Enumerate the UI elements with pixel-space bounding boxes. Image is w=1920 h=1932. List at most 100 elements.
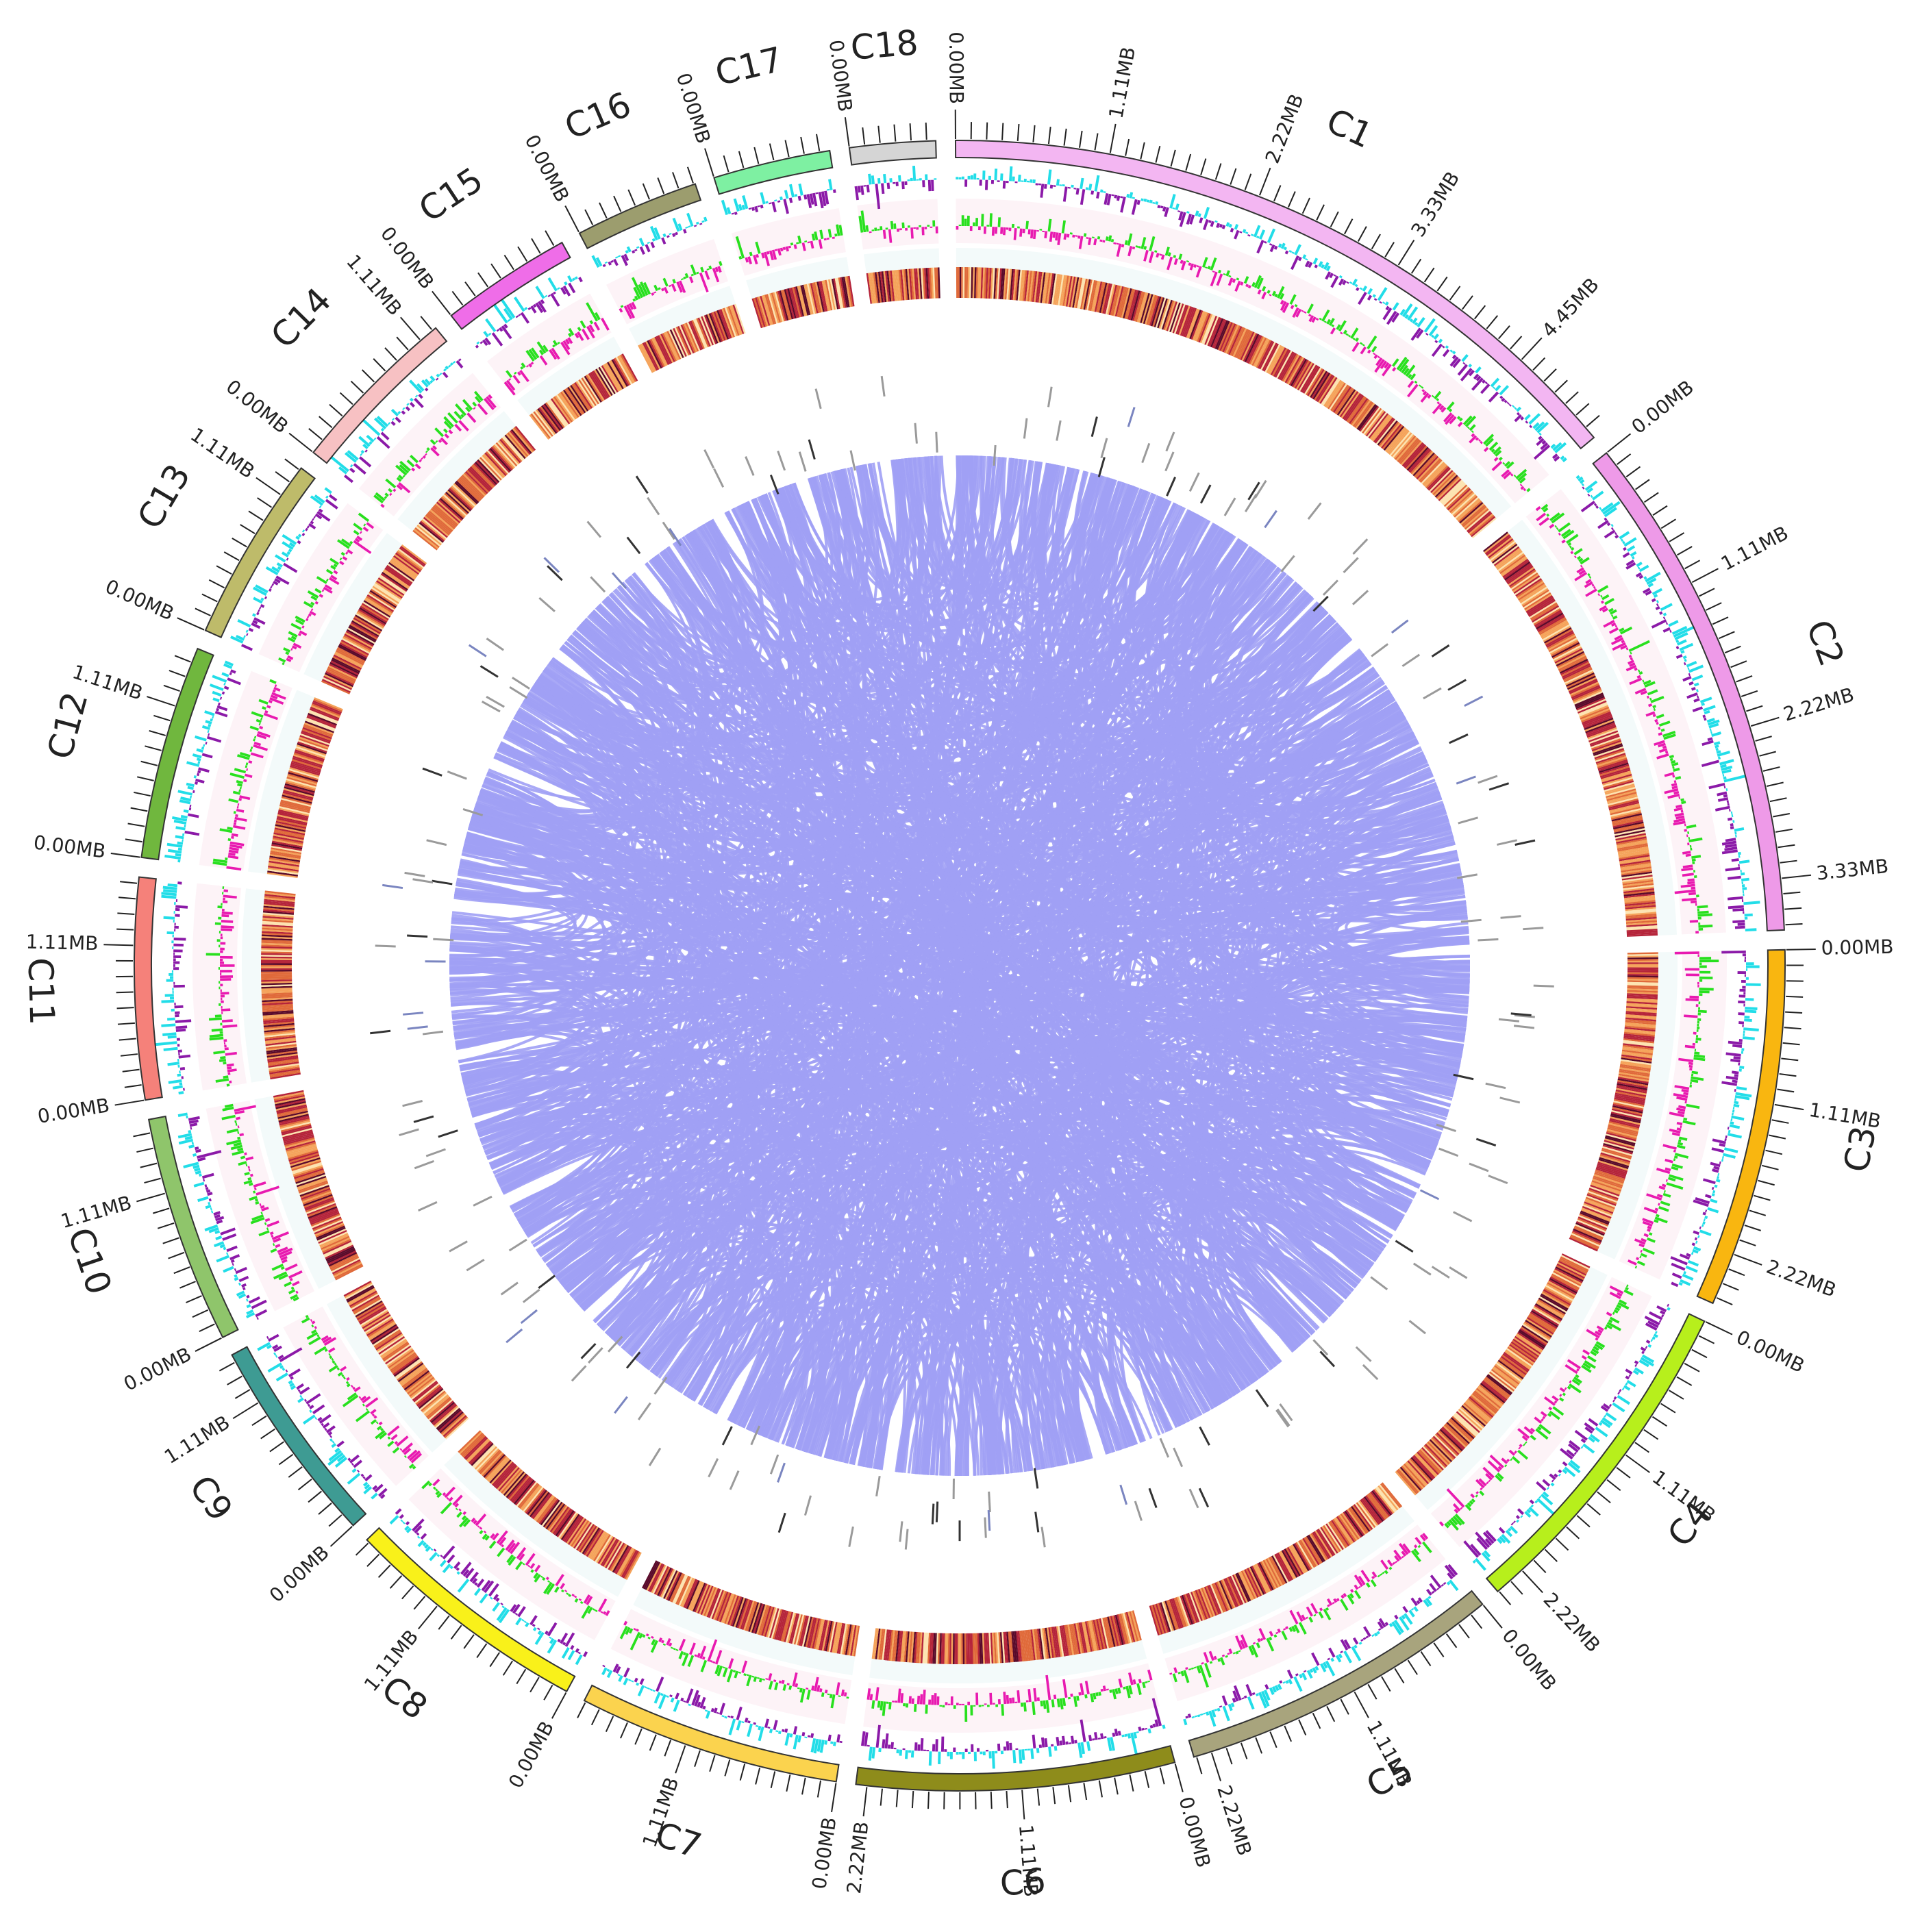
heatmap-cell	[1625, 916, 1657, 921]
heatmap-cell	[1062, 1624, 1069, 1656]
heatmap-cell	[277, 816, 308, 825]
heatmap-cell	[1112, 285, 1121, 316]
link-curve	[841, 468, 1410, 777]
heatmap-cell	[1537, 1299, 1565, 1316]
heatmap-cell	[334, 651, 364, 667]
heatmap-cell	[1117, 286, 1126, 317]
heatmap-cell	[430, 1401, 456, 1423]
heatmap-cell	[1445, 486, 1469, 508]
heatmap-cell	[1315, 374, 1334, 402]
heatmap-cell	[874, 272, 880, 303]
background-band-C16	[606, 239, 728, 325]
heatmap-cell	[1626, 930, 1658, 934]
heatmap-cell	[1604, 781, 1634, 792]
gc-content-bar	[1173, 258, 1178, 266]
gc-content-bar	[1652, 705, 1657, 709]
heatmap-cell	[511, 1477, 532, 1503]
heatmap-cell	[1618, 851, 1649, 858]
gc-content-bar	[962, 1703, 964, 1705]
gc-content-bar	[895, 1701, 898, 1703]
heatmap-cell	[851, 1625, 858, 1657]
gc-content-bar	[1517, 473, 1528, 482]
gc-content-bar	[1697, 1020, 1700, 1024]
gc-content-bar	[967, 215, 970, 227]
heatmap-cell	[1041, 1628, 1047, 1659]
heatmap-cell	[296, 1175, 327, 1188]
heatmap-cell	[269, 1064, 300, 1071]
gc-content-bar	[1052, 231, 1056, 238]
gc-content-bar	[1159, 253, 1162, 256]
heatmap-cell	[984, 1633, 987, 1664]
heatmap-cell	[277, 1110, 308, 1119]
heatmap-cell	[1118, 1614, 1127, 1644]
heatmap-cell	[1207, 316, 1221, 347]
heatmap-cell	[1572, 688, 1601, 702]
heatmap-cell	[395, 552, 421, 573]
heatmap-cell	[1608, 800, 1639, 810]
heatmap-cell	[1627, 972, 1658, 975]
heatmap-cell	[1266, 344, 1282, 373]
heatmap-cell	[1338, 390, 1358, 417]
heatmap-cell	[409, 1377, 435, 1397]
gc-content-bar	[1093, 238, 1097, 246]
heatmap-cell	[556, 394, 575, 421]
heatmap-cell	[286, 1142, 316, 1152]
heatmap-cell	[582, 376, 601, 404]
heatmap-cell	[717, 1592, 730, 1622]
feature-mark	[520, 1309, 538, 1325]
gc-content-bar	[906, 1703, 909, 1708]
heatmap-cell	[653, 337, 669, 366]
heatmap-cell	[1123, 1612, 1132, 1644]
heatmap-cell	[1626, 933, 1658, 937]
heatmap-cell	[1552, 1272, 1581, 1288]
heatmap-cell	[1152, 1604, 1163, 1635]
heatmap-cell	[1258, 1561, 1274, 1591]
heatmap-cell	[1626, 927, 1658, 931]
heatmap-cell	[1597, 757, 1628, 768]
heatmap-cell	[668, 329, 683, 359]
gc-content-bar	[1673, 820, 1686, 826]
gc-content-bar	[1078, 236, 1084, 249]
heatmap-cell	[370, 588, 398, 607]
heatmap-cell	[764, 294, 775, 325]
heatmap-cell	[779, 290, 789, 321]
heatmap-cell	[730, 1596, 743, 1627]
heatmap-cell	[261, 979, 292, 982]
feature-mark	[625, 1351, 641, 1369]
gc-content-bar	[1491, 448, 1495, 453]
heatmap-cell	[1608, 798, 1638, 807]
heatmap-cell	[1618, 1075, 1649, 1082]
gc-content-bar	[1420, 392, 1430, 403]
heatmap-cell	[1581, 710, 1611, 723]
gc-content-bar	[1654, 740, 1665, 747]
heatmap-cell	[277, 814, 308, 823]
heatmap-cell	[779, 1610, 789, 1641]
heatmap-cell	[914, 268, 918, 300]
feature-mark	[580, 1342, 597, 1359]
heatmap-cell	[1088, 1620, 1096, 1651]
gc-content-bar	[1384, 362, 1390, 369]
gc-content-bar	[1580, 564, 1583, 568]
heatmap-cell	[1619, 1068, 1650, 1076]
feature-mark	[993, 444, 997, 466]
heatmap-cell	[1627, 962, 1658, 964]
heatmap-cell	[1614, 826, 1645, 835]
heatmap-cell	[956, 1633, 958, 1664]
heatmap-cell	[1551, 642, 1580, 658]
heatmap-cell	[1155, 1603, 1167, 1634]
heatmap-cell	[1408, 1459, 1431, 1483]
heatmap-cell	[416, 1385, 442, 1407]
heatmap-cell	[886, 271, 892, 302]
heatmap-cell	[272, 840, 303, 848]
heatmap-cell	[760, 295, 771, 326]
feature-mark	[449, 1240, 468, 1253]
heatmap-cell	[905, 1631, 910, 1663]
heatmap-cell	[1573, 1227, 1603, 1241]
link-curve	[1108, 1126, 1436, 1448]
gc-content-bar	[1690, 847, 1693, 851]
heatmap-cell	[326, 1247, 356, 1262]
link-curve	[1097, 479, 1271, 647]
heatmap-cell	[348, 1289, 377, 1306]
heatmap-cell	[1571, 686, 1601, 701]
heatmap-cell	[1625, 920, 1658, 925]
